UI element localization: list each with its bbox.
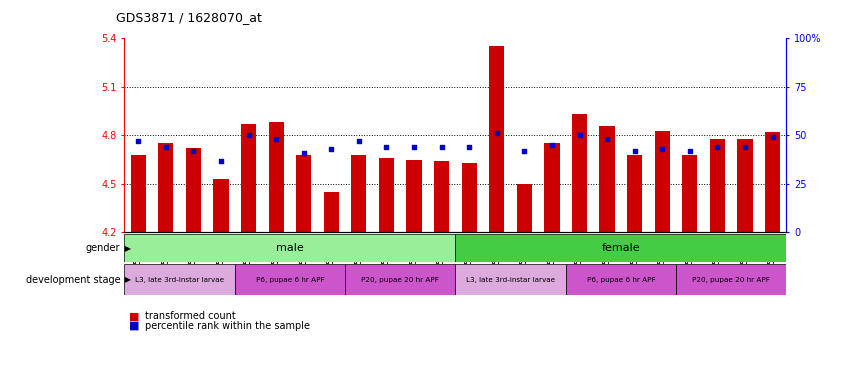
Point: [490, 130, 504, 136]
Text: GDS3871 / 1628070_at: GDS3871 / 1628070_at: [116, 12, 262, 25]
Point: [269, 136, 283, 142]
Bar: [130, 155, 145, 232]
Text: gender: gender: [86, 243, 120, 253]
Point: [766, 134, 780, 141]
Text: ■: ■: [129, 321, 139, 331]
Point: [545, 142, 558, 148]
Bar: [352, 155, 367, 232]
Bar: [296, 155, 311, 232]
Bar: [600, 126, 615, 232]
Bar: [627, 155, 643, 232]
Text: transformed count: transformed count: [145, 311, 236, 321]
Point: [214, 157, 228, 164]
Bar: [544, 144, 559, 232]
Bar: [566, 264, 676, 295]
Point: [159, 144, 172, 150]
Point: [738, 144, 752, 150]
Text: ■: ■: [129, 311, 139, 321]
Bar: [456, 264, 566, 295]
Text: ▶: ▶: [122, 275, 131, 284]
Point: [628, 148, 642, 154]
Text: P6, pupae 6 hr APF: P6, pupae 6 hr APF: [256, 276, 325, 283]
Bar: [676, 264, 786, 295]
Text: percentile rank within the sample: percentile rank within the sample: [145, 321, 310, 331]
Bar: [516, 184, 532, 232]
Text: female: female: [601, 243, 640, 253]
Text: P6, pupae 6 hr APF: P6, pupae 6 hr APF: [586, 276, 655, 283]
Bar: [214, 179, 229, 232]
Bar: [379, 158, 394, 232]
Point: [655, 146, 669, 152]
Point: [297, 150, 310, 156]
Point: [352, 138, 366, 144]
Bar: [158, 144, 173, 232]
Point: [435, 144, 448, 150]
Bar: [654, 131, 669, 232]
Bar: [489, 46, 505, 232]
Point: [517, 148, 531, 154]
Bar: [462, 163, 477, 232]
Point: [683, 148, 696, 154]
Text: P20, pupae 20 hr APF: P20, pupae 20 hr APF: [692, 276, 770, 283]
Point: [573, 132, 586, 138]
Bar: [434, 161, 449, 232]
Bar: [124, 234, 456, 262]
Bar: [738, 139, 753, 232]
Bar: [765, 132, 780, 232]
Text: male: male: [276, 243, 304, 253]
Bar: [406, 160, 421, 232]
Bar: [268, 122, 283, 232]
Point: [242, 132, 256, 138]
Bar: [710, 139, 725, 232]
Point: [187, 148, 200, 154]
Text: ▶: ▶: [122, 243, 131, 253]
Point: [407, 144, 420, 150]
Bar: [235, 264, 345, 295]
Bar: [124, 264, 235, 295]
Bar: [682, 155, 697, 232]
Bar: [324, 192, 339, 232]
Text: development stage: development stage: [25, 275, 120, 285]
Bar: [572, 114, 587, 232]
Point: [463, 144, 476, 150]
Bar: [345, 264, 456, 295]
Point: [380, 144, 394, 150]
Point: [600, 136, 614, 142]
Text: L3, late 3rd-instar larvae: L3, late 3rd-instar larvae: [135, 276, 225, 283]
Text: P20, pupae 20 hr APF: P20, pupae 20 hr APF: [362, 276, 439, 283]
Point: [711, 144, 724, 150]
Bar: [241, 124, 257, 232]
Text: L3, late 3rd-instar larvae: L3, late 3rd-instar larvae: [466, 276, 555, 283]
Point: [131, 138, 145, 144]
Point: [325, 146, 338, 152]
Bar: [456, 234, 786, 262]
Bar: [186, 148, 201, 232]
